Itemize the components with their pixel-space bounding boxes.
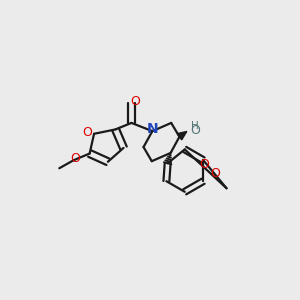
Text: O: O (210, 167, 220, 180)
Text: O: O (82, 126, 92, 140)
Text: N: N (146, 122, 158, 136)
Text: H: H (191, 122, 199, 131)
Text: O: O (70, 152, 80, 165)
Text: O: O (199, 158, 209, 171)
Text: O: O (190, 124, 200, 137)
Text: O: O (130, 95, 140, 108)
Polygon shape (177, 131, 187, 140)
